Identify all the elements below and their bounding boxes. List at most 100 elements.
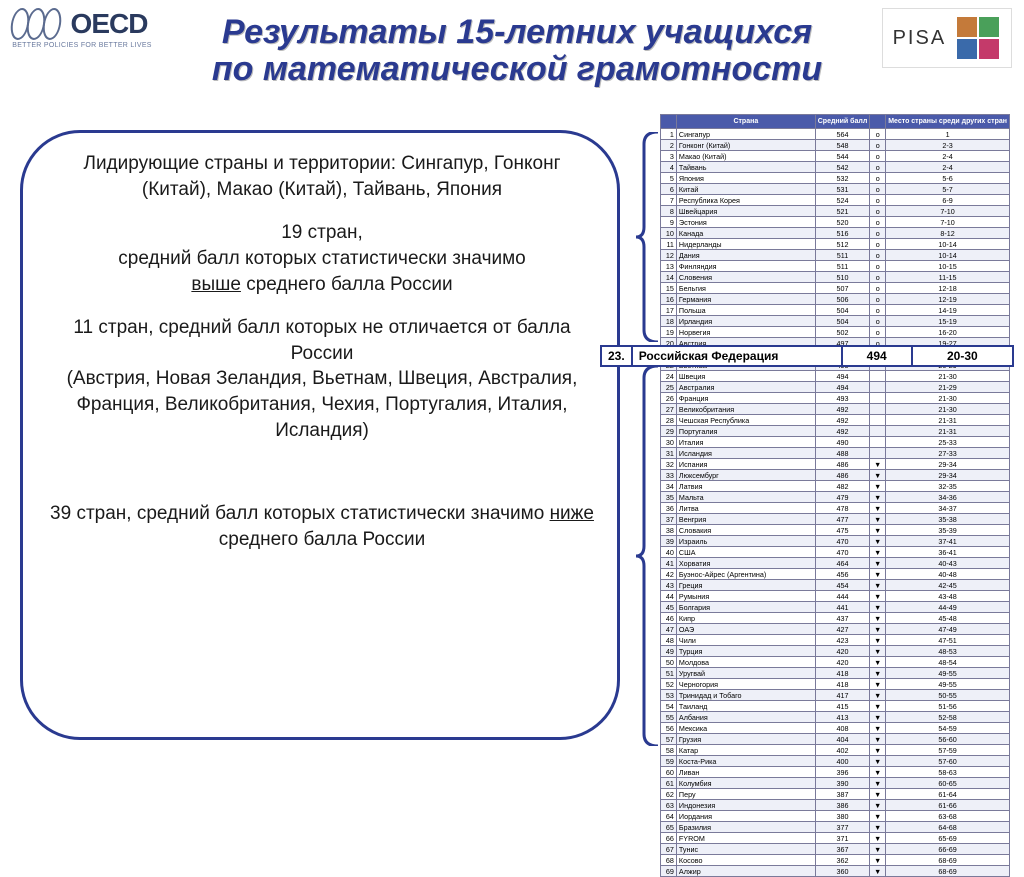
table-row: 45Болгария441▼44-49	[661, 602, 1010, 613]
table-cell-rank: 46	[661, 613, 677, 624]
table-cell-rank: 41	[661, 558, 677, 569]
table-row: 65Бразилия377▼64-68	[661, 822, 1010, 833]
table-cell-score: 418	[815, 668, 870, 679]
table-cell-diamond: ▼	[870, 855, 886, 866]
table-cell-score: 377	[815, 822, 870, 833]
table-cell-range: 5-6	[886, 173, 1010, 184]
table-cell-diamond: ▼	[870, 866, 886, 877]
table-cell-country: Словения	[676, 272, 815, 283]
below-tail: среднего балла России	[219, 529, 425, 550]
table-cell-rank: 40	[661, 547, 677, 558]
table-cell-country: Франция	[676, 393, 815, 404]
table-cell-diamond: ▼	[870, 745, 886, 756]
text-blocks: Лидирующие страны и территории: Сингапур…	[47, 151, 597, 553]
table-cell-score: 564	[815, 129, 870, 140]
table-cell-score: 512	[815, 239, 870, 250]
table-cell-rank: 65	[661, 822, 677, 833]
table-cell-diamond: ▼	[870, 701, 886, 712]
russia-range: 20-30	[912, 346, 1013, 366]
table-cell-country: Индонезия	[676, 800, 815, 811]
table-cell-rank: 58	[661, 745, 677, 756]
table-cell-range: 6-9	[886, 195, 1010, 206]
table-cell-rank: 7	[661, 195, 677, 206]
table-cell-score: 524	[815, 195, 870, 206]
table-row: 4Тайвань542o2-4	[661, 162, 1010, 173]
table-row: 18Ирландия504o15-19	[661, 316, 1010, 327]
table-cell-range: 66-69	[886, 844, 1010, 855]
table-cell-diamond	[870, 426, 886, 437]
table-cell-score: 488	[815, 448, 870, 459]
table-cell-rank: 62	[661, 789, 677, 800]
table-row: 25Австралия49421-29	[661, 382, 1010, 393]
table-cell-range: 15-19	[886, 316, 1010, 327]
table-cell-country: Албания	[676, 712, 815, 723]
table-row: 46Кипр437▼45-48	[661, 613, 1010, 624]
table-row: 69Алжир360▼68-69	[661, 866, 1010, 877]
table-cell-diamond: o	[870, 316, 886, 327]
table-cell-country: Италия	[676, 437, 815, 448]
table-cell-rank: 27	[661, 404, 677, 415]
table-cell-rank: 48	[661, 635, 677, 646]
table-cell-country: Катар	[676, 745, 815, 756]
table-cell-diamond: ▼	[870, 767, 886, 778]
table-cell-score: 367	[815, 844, 870, 855]
table-row: 5Япония532o5-6	[661, 173, 1010, 184]
table-body: 1Сингапур564o12Гонконг (Китай)548o2-33Ма…	[661, 129, 1010, 877]
table-cell-range: 5-7	[886, 184, 1010, 195]
table-cell-rank: 37	[661, 514, 677, 525]
table-cell-score: 531	[815, 184, 870, 195]
table-cell-range: 65-69	[886, 833, 1010, 844]
table-cell-range: 58-63	[886, 767, 1010, 778]
table-cell-range: 40-43	[886, 558, 1010, 569]
table-cell-range: 10-14	[886, 250, 1010, 261]
table-cell-country: США	[676, 547, 815, 558]
table-cell-score: 386	[815, 800, 870, 811]
table-cell-diamond: o	[870, 217, 886, 228]
table-cell-rank: 5	[661, 173, 677, 184]
pisa-color-boxes	[957, 17, 1001, 59]
table-cell-diamond: ▼	[870, 580, 886, 591]
table-cell-rank: 11	[661, 239, 677, 250]
table-cell-score: 408	[815, 723, 870, 734]
table-header-row: СтранаСредний баллМесто страны среди дру…	[661, 115, 1010, 129]
table-cell-diamond: ▼	[870, 734, 886, 745]
table-cell-country: Перу	[676, 789, 815, 800]
table-cell-country: Коста-Рика	[676, 756, 815, 767]
table-cell-rank: 61	[661, 778, 677, 789]
table-row: 1Сингапур564o1	[661, 129, 1010, 140]
table-cell-rank: 67	[661, 844, 677, 855]
table-cell-rank: 43	[661, 580, 677, 591]
table-cell-score: 520	[815, 217, 870, 228]
table-cell-diamond: o	[870, 305, 886, 316]
table-row: 44Румыния444▼43-48	[661, 591, 1010, 602]
same-block: 11 стран, средний балл которых не отлича…	[47, 315, 597, 443]
table-cell-score: 478	[815, 503, 870, 514]
table-cell-range: 29-34	[886, 459, 1010, 470]
table-cell-rank: 32	[661, 459, 677, 470]
table-cell-diamond: ▼	[870, 811, 886, 822]
table-cell-country: Польша	[676, 305, 815, 316]
below-underline: ниже	[550, 503, 594, 524]
table-cell-diamond: ▼	[870, 646, 886, 657]
table-cell-score: 486	[815, 470, 870, 481]
table-cell-country: Молдова	[676, 657, 815, 668]
table-cell-score: 444	[815, 591, 870, 602]
table-cell-country: Венгрия	[676, 514, 815, 525]
table-row: 8Швейцария521o7-10	[661, 206, 1010, 217]
table-row: 11Нидерланды512o10-14	[661, 239, 1010, 250]
table-cell-range: 40-48	[886, 569, 1010, 580]
table-row: 66FYROM371▼65-69	[661, 833, 1010, 844]
table-cell-diamond: o	[870, 261, 886, 272]
table-cell-country: Таиланд	[676, 701, 815, 712]
table-cell-range: 37-41	[886, 536, 1010, 547]
table-cell-country: Люксембург	[676, 470, 815, 481]
table-cell-score: 490	[815, 437, 870, 448]
table-row: 15Бельгия507o12-18	[661, 283, 1010, 294]
table-cell-country: Буэнос-Айрес (Аргентина)	[676, 569, 815, 580]
table-cell-country: Великобритания	[676, 404, 815, 415]
table-cell-country: Гонконг (Китай)	[676, 140, 815, 151]
table-cell-country: Турция	[676, 646, 815, 657]
table-cell-score: 441	[815, 602, 870, 613]
table-cell-score: 492	[815, 404, 870, 415]
table-cell-range: 21-31	[886, 415, 1010, 426]
